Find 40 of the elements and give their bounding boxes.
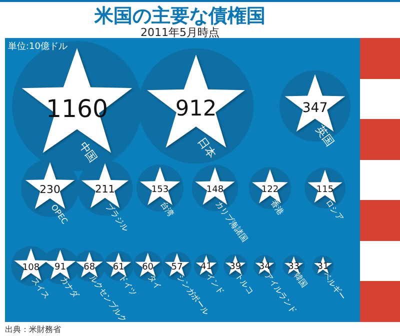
category-label: ロシア [324, 198, 346, 223]
source-note: 出典：米財務省 [5, 324, 61, 335]
data-label: 115 [316, 184, 334, 195]
category-label: 英国 [313, 123, 336, 149]
data-label: 230 [40, 182, 60, 196]
data-label: 61 [112, 262, 124, 272]
category-label: スイス [30, 276, 52, 300]
category-label: ドイツ [117, 272, 139, 298]
text: 2011年5月時点 [140, 26, 220, 40]
data-label: 347 [302, 101, 328, 116]
data-label: 108 [22, 262, 40, 273]
data-label: 31 [317, 262, 329, 272]
data-label: 91 [54, 262, 66, 273]
data-label: 68 [84, 262, 96, 272]
data-label: 57 [171, 262, 183, 272]
data-label: 122 [261, 184, 279, 195]
text: 米国の主要な債権国 [93, 4, 266, 27]
data-label: 1160 [46, 94, 108, 123]
data-label: 148 [206, 185, 224, 195]
category-label: 中国 [76, 139, 100, 165]
category-label: 香港 [268, 198, 286, 217]
data-label: 211 [95, 184, 115, 196]
category-label: カナダ [58, 274, 81, 300]
data-label: 39 [230, 262, 242, 272]
category-label: トルコ [234, 271, 256, 296]
data-label: 34 [258, 262, 271, 272]
category-label: タイ [146, 272, 164, 292]
data-label: 912 [175, 96, 217, 122]
data-label: 60 [142, 262, 154, 272]
data-label: 153 [151, 185, 169, 196]
category-label: 韓国 [292, 270, 309, 290]
category-label: カリブ海諸国 [214, 200, 250, 244]
category-label: 台湾 [158, 200, 176, 218]
category-label: インド [204, 271, 226, 296]
data-label: 33 [288, 262, 300, 272]
text: 単位:10億ドル [8, 40, 68, 53]
category-label: ベルギー [321, 270, 348, 302]
data-label: 41 [200, 262, 212, 272]
category-label: 日本 [195, 135, 218, 161]
category-label: ブラジル [104, 202, 130, 234]
